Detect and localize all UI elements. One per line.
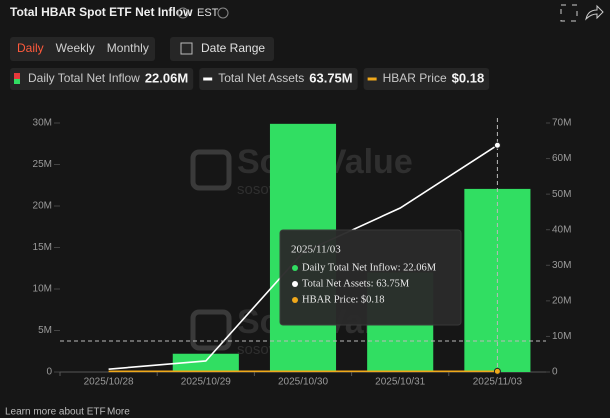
info-icon[interactable] xyxy=(217,7,229,19)
x-tick-label: 2025/10/31 xyxy=(375,377,425,388)
legend-value: $0.18 xyxy=(452,70,485,85)
tooltip-dot xyxy=(292,297,298,303)
y-tick-label: 15M xyxy=(33,242,52,253)
share-button[interactable] xyxy=(585,4,604,21)
y2-tick-label: 10M xyxy=(552,331,571,342)
hover-marker xyxy=(493,367,501,375)
tab[interactable]: Daily xyxy=(17,41,44,55)
y-tick-label: 10M xyxy=(33,284,52,295)
y-tick-label: 20M xyxy=(33,201,52,212)
x-tick-label: 2025/10/29 xyxy=(181,377,231,388)
tooltip-dot xyxy=(292,265,298,271)
fullscreen-button[interactable] xyxy=(560,4,578,22)
legend-swatch xyxy=(14,73,20,79)
x-tick-label: 2025/11/03 xyxy=(473,377,523,388)
y2-tick-label: 20M xyxy=(552,295,571,306)
legend-item[interactable] xyxy=(10,68,194,90)
legend-label: Total Net Assets xyxy=(218,71,304,85)
timezone: EST xyxy=(197,7,219,19)
legend-item[interactable] xyxy=(363,68,490,90)
tooltip-row: Total Net Assets: 63.75M xyxy=(302,278,410,289)
watermark-logo xyxy=(190,309,232,351)
chart-title: Total HBAR Spot ETF Net Inflow xyxy=(10,5,193,19)
date-range-label[interactable]: Date Range xyxy=(201,41,265,55)
learn-more-link[interactable]: Learn more about ETF xyxy=(5,407,106,418)
watermark-logo xyxy=(190,149,232,191)
y2-tick-label: 40M xyxy=(552,224,571,235)
tooltip-dot xyxy=(292,281,298,287)
date-range-button[interactable] xyxy=(170,37,274,61)
tab-group xyxy=(10,37,155,61)
tooltip-title: 2025/11/03 xyxy=(291,244,341,256)
hover-marker xyxy=(493,141,501,149)
tooltip-row: Daily Total Net Inflow: 22.06M xyxy=(302,262,437,273)
y2-tick-label: 0 xyxy=(552,367,558,378)
tab[interactable]: Weekly xyxy=(56,41,95,55)
legend-item[interactable] xyxy=(199,68,358,90)
more-link[interactable]: More xyxy=(107,407,130,418)
legend-value: 22.06M xyxy=(145,70,188,85)
tooltip xyxy=(279,229,462,326)
y2-tick-label: 50M xyxy=(552,189,571,200)
legend-label: Daily Total Net Inflow xyxy=(28,71,140,85)
y2-tick-label: 30M xyxy=(552,260,571,271)
y2-tick-label: 60M xyxy=(552,153,571,164)
legend-swatch xyxy=(14,79,20,84)
calendar-icon xyxy=(180,42,193,55)
y-tick-label: 25M xyxy=(33,159,52,170)
info-icon[interactable] xyxy=(177,7,189,19)
y-tick-label: 30M xyxy=(33,118,52,129)
y-tick-label: 0 xyxy=(46,367,52,378)
bar xyxy=(172,353,239,372)
x-tick-label: 2025/10/28 xyxy=(84,377,134,388)
y-tick-label: 5M xyxy=(38,325,52,336)
legend-value: 63.75M xyxy=(309,70,352,85)
x-tick-label: 2025/10/30 xyxy=(278,377,328,388)
y2-tick-label: 70M xyxy=(552,118,571,129)
tab[interactable]: Monthly xyxy=(107,41,149,55)
tooltip-row: HBAR Price: $0.18 xyxy=(302,294,385,305)
legend-label: HBAR Price xyxy=(383,71,447,85)
